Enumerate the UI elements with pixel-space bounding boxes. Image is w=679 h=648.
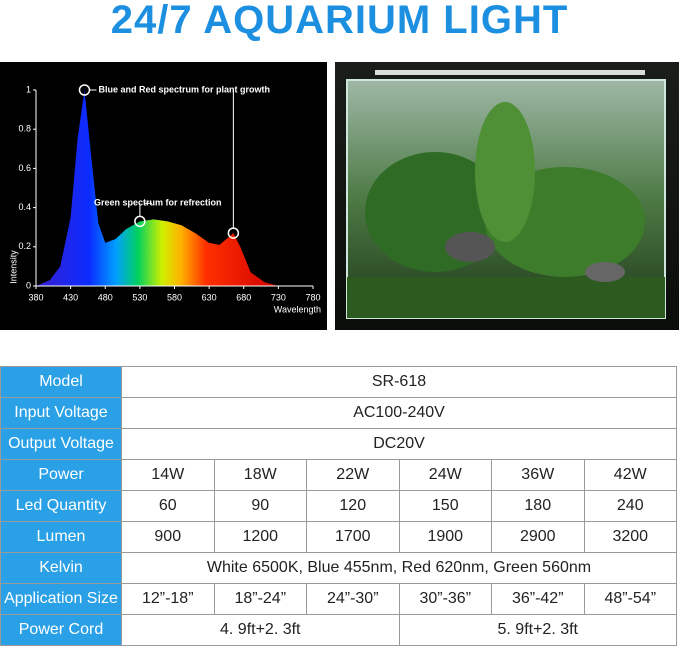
spectrum-area [36, 90, 279, 286]
cell: 180 [491, 490, 585, 522]
table-row: Lumen 900 1200 1700 1900 2900 3200 [0, 521, 677, 553]
row-label: Input Voltage [0, 397, 122, 429]
plants [475, 102, 535, 242]
cell: 36”-42” [491, 583, 585, 615]
table-row: Model SR-618 [0, 366, 677, 398]
row-label: Application Size [0, 583, 122, 615]
row-label: Power Cord [0, 614, 122, 646]
rock [585, 262, 625, 282]
x-tick-label: 630 [202, 292, 217, 302]
y-tick-label: 0.6 [18, 163, 31, 173]
cell: AC100-240V [121, 397, 677, 429]
cell: 150 [398, 490, 492, 522]
row-label: Led Quantity [0, 490, 122, 522]
cell: 24”-30” [306, 583, 400, 615]
cell: 90 [213, 490, 307, 522]
cell: 2900 [491, 521, 585, 553]
table-row: Led Quantity 60 90 120 150 180 240 [0, 490, 677, 522]
cell: 12”-18” [121, 583, 215, 615]
x-tick-label: 530 [132, 292, 147, 302]
cell: 24W [398, 459, 492, 491]
y-tick-label: 0.8 [18, 124, 31, 134]
cell: 48”-54” [583, 583, 677, 615]
x-tick-label: 780 [305, 292, 320, 302]
x-tick-label: 480 [98, 292, 113, 302]
table-row: Kelvin White 6500K, Blue 455nm, Red 620nm… [0, 552, 677, 584]
table-row: Input Voltage AC100-240V [0, 397, 677, 429]
cell: 1700 [306, 521, 400, 553]
cell: 4. 9ft+2. 3ft [121, 614, 400, 646]
x-tick-label: 580 [167, 292, 182, 302]
y-tick-label: 0.4 [18, 202, 31, 212]
cell: 60 [121, 490, 215, 522]
rock [445, 232, 495, 262]
row-label: Lumen [0, 521, 122, 553]
cell: 42W [583, 459, 677, 491]
y-tick-label: 0.2 [18, 241, 31, 251]
row-label: Output Voltage [0, 428, 122, 460]
spec-table: Model SR-618 Input Voltage AC100-240V Output… [0, 366, 677, 646]
x-tick-label: 380 [28, 292, 43, 302]
cell: 18”-24” [213, 583, 307, 615]
cell: 14W [121, 459, 215, 491]
cell: 5. 9ft+2. 3ft [398, 614, 677, 646]
table-row: Power 14W 18W 22W 24W 36W 42W [0, 459, 677, 491]
cell: 120 [306, 490, 400, 522]
aquarium-photo [335, 62, 679, 330]
cell: 18W [213, 459, 307, 491]
ground-cover [347, 277, 665, 318]
cell: White 6500K, Blue 455nm, Red 620nm, Gree… [121, 552, 677, 584]
cell: 240 [583, 490, 677, 522]
x-tick-label: 730 [271, 292, 286, 302]
spectrum-chart: 380 430 480 530 580 630 680 730 780 0 0.2 0.4 0.6 0.8… [0, 62, 327, 330]
row-label: Kelvin [0, 552, 122, 584]
table-row: Application Size 12”-18” 18”-24” 24”-30” 30”… [0, 583, 677, 615]
y-tick-label: 1 [26, 84, 31, 94]
cell: 1200 [213, 521, 307, 553]
row-label: Power [0, 459, 122, 491]
cell: 36W [491, 459, 585, 491]
chart-background [0, 62, 327, 330]
cell: 3200 [583, 521, 677, 553]
light-bar [375, 70, 645, 75]
x-tick-label: 680 [236, 292, 251, 302]
y-axis-label: Intensity [8, 250, 18, 284]
page-title: 24/7 AQUARIUM LIGHT [110, 0, 569, 42]
cell: SR-618 [121, 366, 677, 398]
cell: 22W [306, 459, 400, 491]
cell: 30”-36” [398, 583, 492, 615]
cell: DC20V [121, 428, 677, 460]
annotation-text: Green spectrum for refrection [94, 198, 222, 208]
row-label: Model [0, 366, 122, 398]
x-axis-label: Wavelength [274, 304, 321, 314]
table-row: Power Cord 4. 9ft+2. 3ft 5. 9ft+2. 3ft [0, 614, 677, 646]
cell: 900 [121, 521, 215, 553]
x-tick-label: 430 [63, 292, 78, 302]
annotation-text: Blue and Red spectrum for plant growth [98, 84, 270, 94]
table-row: Output Voltage DC20V [0, 428, 677, 460]
y-tick-label: 0 [26, 280, 31, 290]
cell: 1900 [398, 521, 492, 553]
